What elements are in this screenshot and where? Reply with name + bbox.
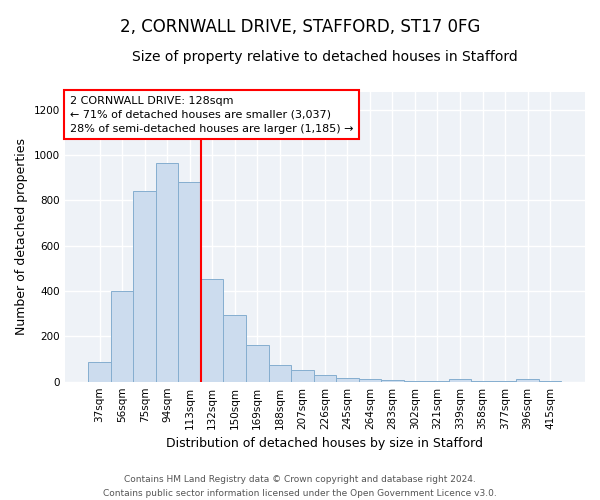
Bar xyxy=(449,380,471,382)
Bar xyxy=(381,380,404,382)
Text: 2, CORNWALL DRIVE, STAFFORD, ST17 0FG: 2, CORNWALL DRIVE, STAFFORD, ST17 0FG xyxy=(120,18,480,36)
Bar xyxy=(201,278,223,382)
Bar xyxy=(223,315,246,382)
Bar xyxy=(336,378,359,382)
Y-axis label: Number of detached properties: Number of detached properties xyxy=(15,138,28,335)
Bar xyxy=(516,380,539,382)
Bar xyxy=(88,362,111,382)
Bar xyxy=(314,375,336,382)
Bar xyxy=(246,346,269,382)
Title: Size of property relative to detached houses in Stafford: Size of property relative to detached ho… xyxy=(132,50,518,64)
Bar xyxy=(269,364,291,382)
Bar xyxy=(111,291,133,382)
Text: Contains HM Land Registry data © Crown copyright and database right 2024.
Contai: Contains HM Land Registry data © Crown c… xyxy=(103,476,497,498)
X-axis label: Distribution of detached houses by size in Stafford: Distribution of detached houses by size … xyxy=(166,437,484,450)
Bar xyxy=(178,182,201,382)
Bar xyxy=(291,370,314,382)
Bar xyxy=(156,163,178,382)
Bar xyxy=(133,192,156,382)
Bar xyxy=(404,381,426,382)
Bar xyxy=(359,378,381,382)
Text: 2 CORNWALL DRIVE: 128sqm
← 71% of detached houses are smaller (3,037)
28% of sem: 2 CORNWALL DRIVE: 128sqm ← 71% of detach… xyxy=(70,96,353,134)
